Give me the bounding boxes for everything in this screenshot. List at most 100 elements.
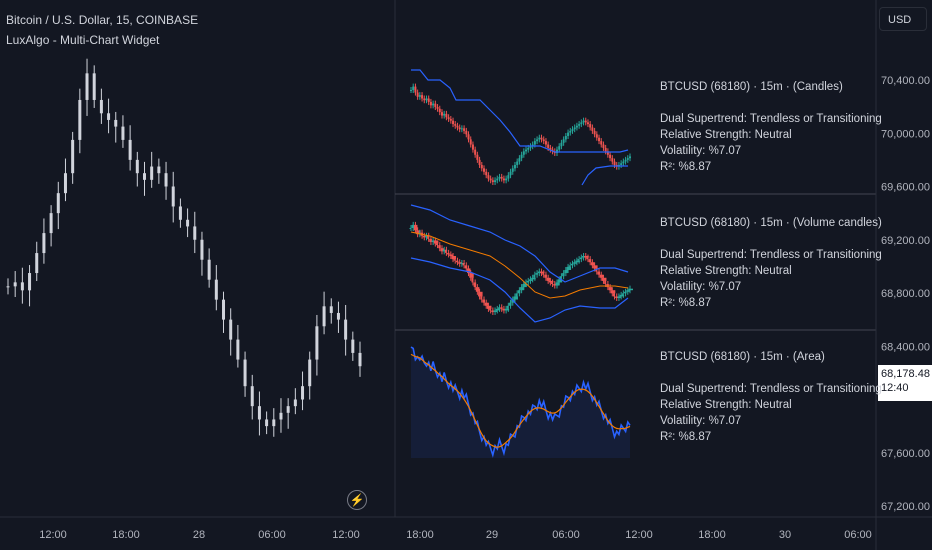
w2-lower-band — [410, 257, 629, 323]
w1-candle-body — [509, 171, 512, 176]
w1-supertrend-upper — [411, 69, 629, 153]
candle-body — [6, 286, 10, 288]
last-price-value: 68,178.48 — [881, 368, 930, 380]
w1-candle-body — [483, 168, 485, 172]
candle-body — [351, 339, 355, 353]
candle-body — [272, 419, 276, 427]
w2-candle-body — [504, 308, 510, 311]
currency-button[interactable]: USD — [879, 7, 927, 31]
w2-candle-body — [469, 273, 474, 278]
w2-candle-body — [484, 302, 489, 306]
candle-body — [164, 173, 168, 187]
w2-candle-body — [427, 235, 429, 239]
w2-candle-body — [467, 268, 471, 274]
w1-candle-body — [584, 120, 587, 123]
candle-body — [186, 219, 190, 227]
w2-candle-body — [444, 249, 447, 253]
candle-body — [63, 173, 67, 194]
widget-stat: Dual Supertrend: Trendless or Transition… — [660, 113, 882, 125]
w1-candle-body — [549, 147, 552, 150]
w1-candle-body — [520, 154, 523, 159]
w2-candle-body — [411, 224, 415, 228]
w2-candle-body — [548, 280, 554, 283]
w1-candle-body — [602, 144, 605, 148]
candle-body — [121, 126, 125, 140]
w1-candle-body — [427, 98, 430, 102]
candle-body — [150, 166, 154, 180]
w1-candle-body — [626, 158, 629, 160]
w2-candle-body — [566, 266, 572, 270]
candle-body — [243, 359, 247, 387]
w1-candle-body — [507, 175, 510, 179]
w1-candle-body — [476, 154, 479, 160]
candle-body — [329, 306, 333, 313]
w2-candle-body — [593, 265, 598, 269]
w1-candle-body — [418, 95, 421, 97]
w2-candle-body — [621, 293, 624, 295]
w1-candle-body — [531, 144, 534, 147]
w2-candle-body — [440, 248, 444, 252]
w1-candle-body — [620, 163, 623, 165]
w1-candle-body — [438, 108, 441, 113]
w2-candle-body — [617, 296, 621, 298]
candle-body — [265, 419, 269, 427]
lightning-icon[interactable]: ⚡ — [347, 490, 367, 510]
candle-body — [35, 253, 39, 274]
w2-candle-body — [482, 299, 485, 303]
w2-candle-body — [531, 277, 536, 280]
w2-candle-body — [562, 273, 565, 277]
w2-candle-body — [597, 271, 601, 275]
w1-candle-body — [456, 125, 459, 128]
w1-candle-body — [571, 129, 574, 131]
w1-candle-body — [469, 139, 472, 145]
w2-candle-body — [613, 293, 615, 297]
w1-candle-body — [567, 132, 570, 136]
w2-candle-body — [559, 276, 562, 280]
candle-body — [322, 306, 326, 327]
w1-candle-body — [429, 101, 432, 106]
widget-stat: Volatility: %7.07 — [660, 281, 742, 293]
w2-candle-body — [436, 243, 438, 246]
candle-body — [229, 319, 233, 340]
w2-candle-body — [540, 271, 545, 274]
w2-candle-body — [502, 308, 506, 311]
w2-candle-body — [491, 310, 494, 312]
x-tick-label: 12:00 — [39, 529, 67, 541]
x-tick-label: 06:00 — [258, 529, 286, 541]
w1-candle-body — [578, 124, 581, 126]
w2-candle-body — [551, 282, 553, 284]
w1-candle-body — [436, 107, 439, 109]
w2-candle-body — [497, 307, 500, 309]
candle-body — [128, 139, 132, 160]
w2-candle-body — [462, 263, 465, 266]
candle-body — [142, 173, 146, 180]
w1-candle-body — [540, 137, 543, 140]
w2-candle-body — [429, 238, 432, 242]
symbol-title: Bitcoin / U.S. Dollar, 15, COINBASE — [6, 13, 199, 27]
w2-candle-body — [579, 257, 583, 260]
w2-candle-body — [495, 308, 501, 311]
w1-candle-body — [582, 120, 585, 123]
w2-candle-body — [506, 305, 509, 309]
w1-candle-body — [580, 122, 583, 125]
w1-candle-body — [573, 127, 576, 130]
widget-label: BTCUSD (68180) · 15m · (Volume candles) — [660, 217, 882, 229]
w2-candle-body — [601, 277, 607, 281]
candle-body — [107, 113, 111, 120]
w1-candle-body — [410, 90, 412, 91]
w2-candle-body — [575, 260, 580, 263]
w2-candle-body — [471, 277, 473, 283]
candle-body — [207, 259, 211, 280]
w1-supertrend-lower — [581, 165, 628, 186]
candle-body — [315, 326, 319, 360]
w2-candle-body — [588, 259, 592, 263]
widget-info-volume-candles: BTCUSD (68180) · 15m · (Volume candles) … — [660, 215, 882, 311]
w1-candle-body — [600, 141, 603, 145]
w1-candle-body — [533, 141, 536, 145]
w1-candle-body — [586, 122, 589, 125]
w1-candle-body — [516, 161, 519, 165]
w1-candle-body — [547, 144, 550, 148]
w1-candle-body — [489, 178, 492, 181]
widget-stat: Dual Supertrend: Trendless or Transition… — [660, 383, 882, 395]
